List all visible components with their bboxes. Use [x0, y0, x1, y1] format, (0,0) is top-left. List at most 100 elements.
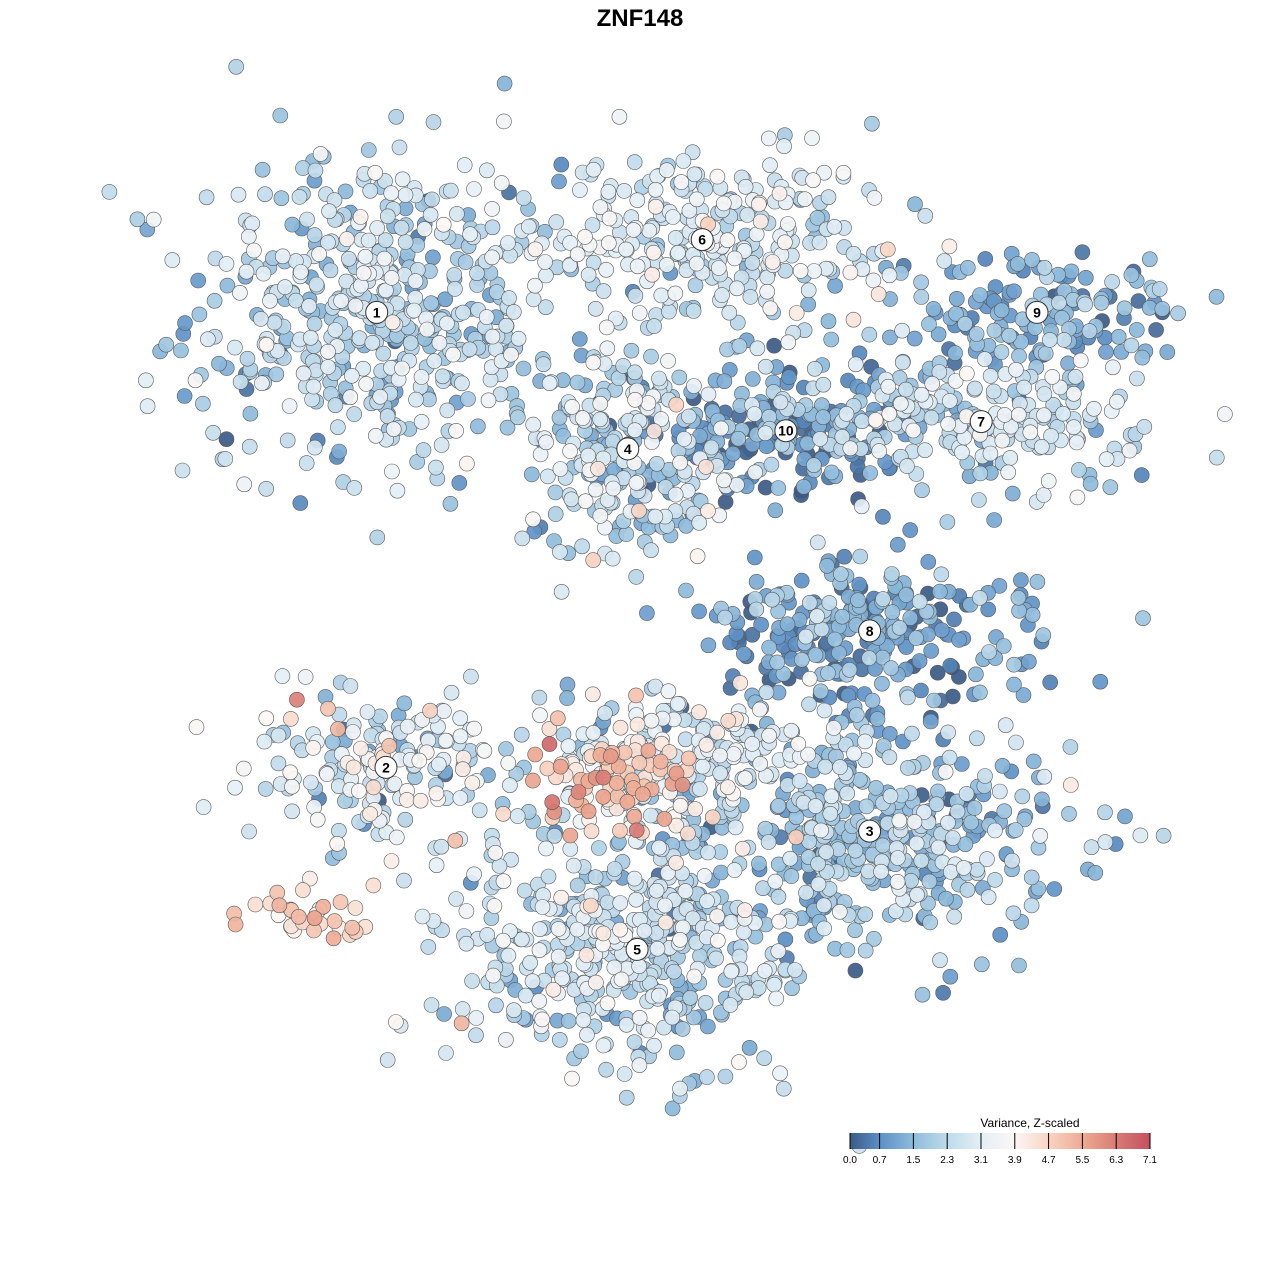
data-point	[972, 287, 988, 303]
data-point	[791, 773, 808, 789]
data-point	[575, 1012, 592, 1028]
data-point	[937, 763, 954, 780]
data-point	[784, 980, 800, 997]
legend-tick-label: 2.3	[940, 1155, 954, 1166]
data-point	[330, 721, 346, 737]
data-point	[766, 337, 782, 354]
data-point	[1008, 734, 1024, 751]
data-point	[995, 638, 1012, 654]
data-point	[725, 746, 742, 762]
data-point	[396, 872, 412, 889]
data-point	[664, 1009, 681, 1026]
data-point	[598, 319, 615, 336]
data-point	[1061, 805, 1077, 822]
data-point	[393, 220, 410, 236]
data-point	[714, 287, 730, 303]
data-point	[595, 769, 612, 786]
data-point	[500, 755, 517, 771]
data-point	[585, 552, 602, 568]
data-point	[559, 690, 575, 706]
data-point	[308, 276, 325, 293]
data-point	[834, 608, 851, 625]
data-point	[307, 162, 324, 179]
data-point	[271, 897, 288, 914]
data-point	[365, 779, 382, 796]
data-point	[788, 829, 804, 846]
data-point	[626, 154, 643, 170]
data-point	[1056, 332, 1072, 348]
data-point	[256, 733, 273, 750]
data-point	[1054, 310, 1070, 326]
data-point	[456, 157, 473, 173]
data-point	[866, 190, 883, 206]
data-point	[652, 753, 669, 770]
data-point	[873, 863, 889, 880]
data-point	[976, 351, 993, 367]
data-point	[780, 216, 796, 232]
data-point	[730, 430, 747, 447]
data-point	[874, 675, 890, 692]
data-point	[957, 836, 974, 853]
data-point	[281, 398, 298, 414]
data-point	[780, 334, 797, 351]
data-point	[875, 508, 891, 525]
data-point	[682, 989, 699, 1006]
data-point	[755, 880, 771, 897]
data-point	[327, 322, 344, 338]
data-point	[517, 987, 534, 1004]
data-point	[454, 1001, 471, 1017]
data-point	[777, 931, 794, 948]
data-point	[906, 330, 923, 347]
data-point	[333, 293, 349, 309]
data-point	[342, 678, 359, 694]
data-point	[973, 956, 990, 973]
data-point	[612, 822, 628, 839]
data-point	[241, 823, 257, 840]
data-point	[854, 413, 870, 430]
data-point	[757, 425, 774, 442]
data-point	[545, 981, 562, 998]
data-point	[775, 1080, 792, 1097]
data-point	[832, 759, 848, 775]
data-point	[821, 595, 838, 611]
data-point	[909, 886, 925, 903]
data-point	[525, 772, 541, 789]
data-point	[857, 906, 874, 923]
data-point	[1072, 352, 1089, 369]
data-point	[618, 1017, 635, 1033]
data-point	[516, 882, 533, 899]
data-point	[857, 942, 874, 959]
chart-title: ZNF148	[597, 5, 684, 32]
data-point	[1066, 385, 1082, 402]
data-point	[560, 738, 577, 755]
data-point	[284, 803, 300, 820]
data-point	[587, 869, 604, 886]
data-point	[996, 803, 1013, 820]
data-point	[1097, 834, 1114, 850]
data-point	[771, 185, 788, 202]
data-point	[385, 421, 402, 438]
data-point	[819, 557, 835, 574]
data-point	[412, 792, 429, 809]
data-point	[985, 383, 1002, 400]
data-point	[306, 227, 323, 243]
data-point	[959, 881, 976, 898]
data-point	[433, 437, 450, 453]
data-point	[424, 191, 440, 208]
data-point	[569, 374, 586, 391]
data-point	[715, 195, 732, 212]
data-point	[694, 758, 711, 775]
data-point	[1042, 674, 1058, 691]
data-point	[595, 283, 612, 299]
data-point	[651, 370, 667, 387]
data-point	[667, 486, 684, 503]
data-point	[577, 229, 593, 245]
data-point	[320, 700, 336, 717]
data-point	[428, 459, 444, 476]
data-point	[744, 626, 761, 643]
data-point	[691, 704, 707, 721]
data-point	[958, 365, 975, 382]
data-point	[815, 376, 832, 393]
data-point	[1036, 768, 1053, 785]
data-point	[434, 368, 451, 385]
